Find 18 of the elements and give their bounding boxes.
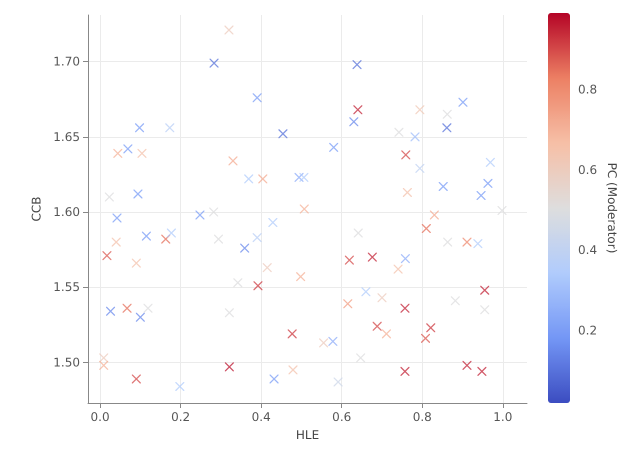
y-tick-label: 1.60: [53, 205, 80, 220]
color-bar-title: PC (Moderator): [605, 162, 619, 254]
color-bar-label: 0.6: [578, 162, 598, 177]
color-bar-label: 0.4: [578, 243, 598, 258]
x-tick-label: 1.0: [493, 410, 512, 424]
y-tick-label: 1.50: [53, 355, 80, 370]
x-tick-label: 0.0: [90, 410, 110, 424]
y-tick-label: 1.70: [53, 54, 80, 69]
x-tick-label: 0.8: [412, 410, 432, 424]
y-axis-title: CCB: [29, 196, 44, 222]
x-tick-label: 0.6: [332, 410, 352, 424]
x-tick-label: 0.4: [252, 410, 271, 424]
color-bar-label: 0.8: [578, 82, 598, 96]
y-tick-label: 1.65: [53, 130, 80, 144]
x-tick-label: 0.2: [171, 410, 190, 424]
y-tick-label: 1.55: [53, 280, 80, 294]
x-axis-title: HLE: [296, 428, 320, 442]
color-bar-label: 0.2: [578, 324, 598, 338]
